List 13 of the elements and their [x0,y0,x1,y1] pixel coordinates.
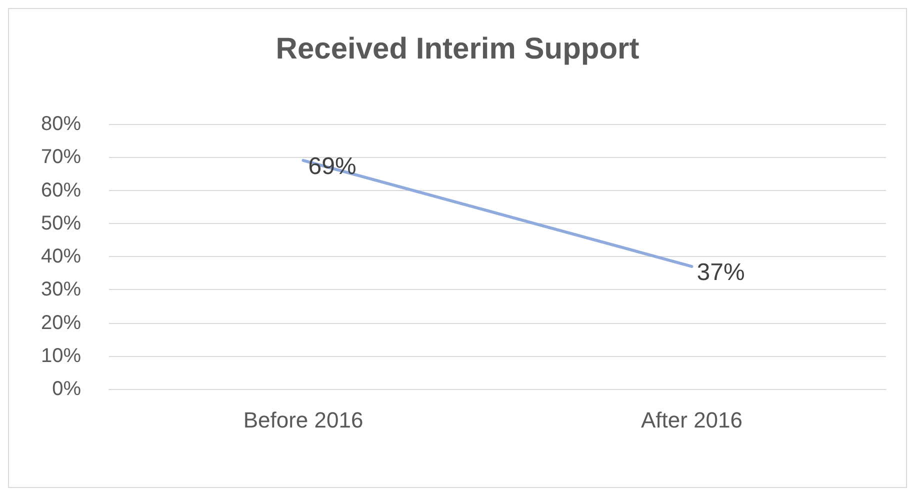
y-tick-label: 60% [40,179,82,202]
y-tick-label: 50% [40,212,82,234]
data-label: 37% [696,258,745,286]
y-tick-label: 80% [40,113,82,135]
y-tick-label: 70% [40,146,82,168]
x-tick-label: Before 2016 [243,408,364,432]
y-tick-label: 0% [52,378,82,400]
chart-title: Received Interim Support [276,32,640,66]
y-tick-label: 40% [40,246,82,268]
y-tick-label: 20% [40,312,82,334]
y-tick-label: 30% [40,278,82,301]
x-tick-label: After 2016 [640,408,743,432]
y-tick-label: 10% [40,344,82,367]
